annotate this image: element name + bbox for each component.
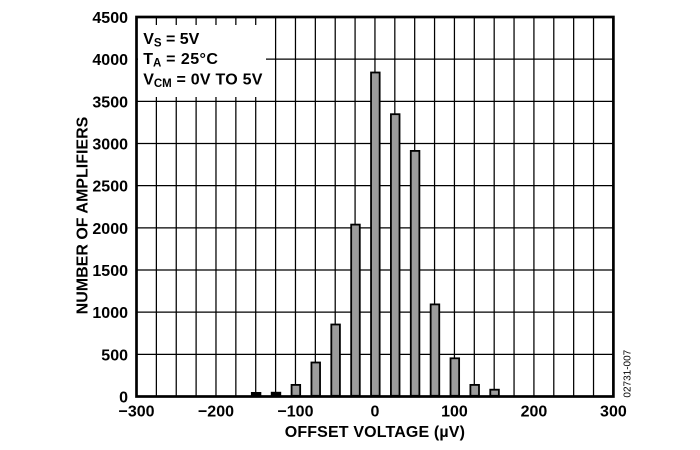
svg-text:4500: 4500 bbox=[92, 10, 128, 27]
svg-text:1000: 1000 bbox=[92, 305, 128, 322]
svg-text:300: 300 bbox=[600, 404, 627, 421]
svg-text:TA = 25°C: TA = 25°C bbox=[143, 51, 218, 70]
svg-text:1500: 1500 bbox=[92, 263, 128, 280]
svg-text:200: 200 bbox=[521, 404, 548, 421]
svg-text:0: 0 bbox=[370, 404, 379, 421]
svg-text:0: 0 bbox=[119, 390, 128, 407]
svg-text:100: 100 bbox=[441, 404, 468, 421]
svg-text:2000: 2000 bbox=[92, 221, 128, 238]
svg-text:−300: −300 bbox=[118, 404, 154, 421]
svg-text:500: 500 bbox=[101, 347, 128, 364]
svg-text:OFFSET VOLTAGE (µV): OFFSET VOLTAGE (µV) bbox=[285, 424, 465, 441]
svg-text:VS = 5V: VS = 5V bbox=[143, 31, 199, 50]
svg-text:3500: 3500 bbox=[92, 94, 128, 111]
svg-text:NUMBER OF AMPLIFIERS: NUMBER OF AMPLIFIERS bbox=[75, 116, 92, 314]
svg-text:VCM = 0V TO 5V: VCM = 0V TO 5V bbox=[143, 72, 263, 91]
svg-text:2500: 2500 bbox=[92, 179, 128, 196]
svg-text:3000: 3000 bbox=[92, 137, 128, 154]
svg-text:−200: −200 bbox=[198, 404, 234, 421]
svg-text:4000: 4000 bbox=[92, 52, 128, 69]
svg-text:02731-007: 02731-007 bbox=[623, 349, 634, 397]
svg-text:−100: −100 bbox=[277, 404, 313, 421]
